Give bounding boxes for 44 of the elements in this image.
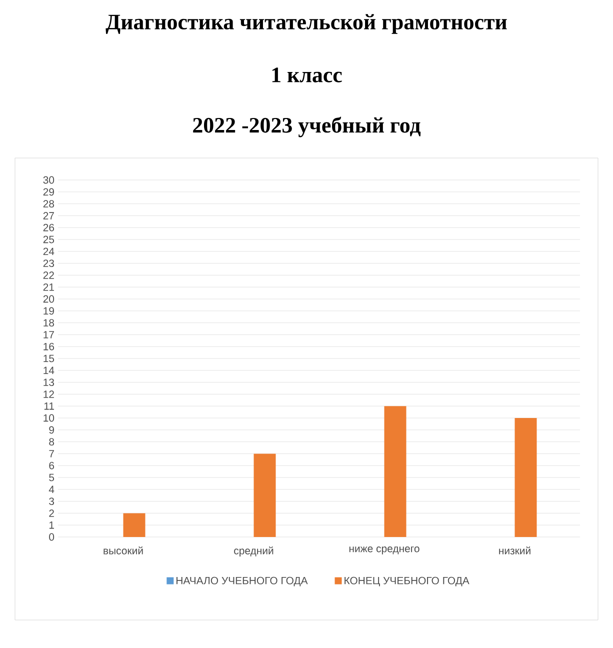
chart-title: Диагностика читательской грамотности — [106, 14, 507, 34]
x-tick-label: средний — [234, 546, 274, 556]
y-tick-label: 12 — [44, 390, 54, 398]
y-tick-label: 29 — [43, 188, 54, 196]
y-tick-label: 23 — [43, 260, 54, 268]
x-tick-label: низкий — [499, 546, 530, 554]
y-tick-label: 27 — [43, 212, 54, 220]
legend-label: НАЧАЛО УЧЕБНОГО ГОДА — [176, 576, 308, 586]
y-tick-label: 21 — [43, 283, 54, 291]
y-tick-label: 10 — [44, 414, 54, 422]
y-tick-label: 9 — [49, 426, 54, 434]
chart-subtitle: 1 класс — [272, 68, 342, 82]
y-tick-label: 28 — [43, 200, 54, 208]
y-tick-label: 6 — [49, 462, 54, 470]
y-tick-label: 19 — [44, 307, 54, 315]
y-tick-label: 1 — [49, 522, 54, 529]
y-tick-label: 24 — [43, 248, 54, 256]
y-tick-label: 17 — [44, 331, 54, 338]
y-tick-label: 0 — [49, 533, 54, 541]
legend-label: КОНЕЦ УЧЕБНОГО ГОДА — [344, 576, 470, 586]
y-tick-label: 8 — [49, 438, 54, 446]
y-tick-label: 16 — [44, 342, 54, 350]
y-tick-label: 7 — [49, 450, 54, 458]
bar — [514, 418, 537, 537]
y-tick-label: 5 — [49, 474, 54, 482]
y-tick-label: 25 — [43, 236, 54, 244]
y-tick-label: 22 — [43, 272, 54, 279]
y-tick-label: 11 — [44, 402, 54, 410]
y-tick-label: 13 — [44, 378, 54, 386]
y-tick-label: 3 — [49, 498, 54, 506]
y-tick-label: 14 — [44, 366, 54, 374]
x-tick-label: ниже среднего — [349, 546, 420, 554]
y-tick-label: 2 — [49, 510, 54, 517]
x-tick-label: высокий — [104, 546, 143, 554]
y-tick-label: 15 — [44, 354, 54, 362]
y-tick-label: 26 — [43, 224, 54, 232]
y-tick-label: 20 — [43, 295, 54, 303]
y-tick-label: 18 — [44, 319, 54, 326]
bar — [384, 406, 406, 537]
bar — [254, 454, 276, 537]
text: 2022 -2023 учебный год — [193, 116, 421, 138]
bar — [123, 513, 146, 537]
y-tick-label: 30 — [43, 176, 54, 184]
y-tick-label: 4 — [48, 486, 54, 493]
